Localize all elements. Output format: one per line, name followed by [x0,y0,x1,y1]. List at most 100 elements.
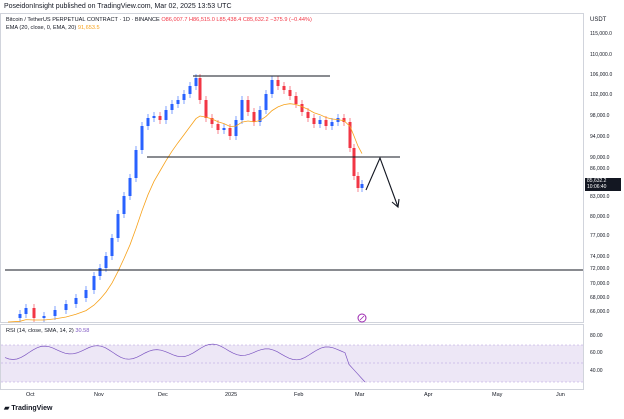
candle [264,94,268,110]
candle [24,308,28,314]
candle [74,298,78,304]
candle [152,116,156,118]
time-axis-label: Nov [94,392,104,398]
candle [246,100,250,112]
rsi-line [4,343,366,383]
candle [104,256,108,268]
candle [240,100,244,120]
price-axis-label: 110,000.0 [590,52,612,58]
candle [92,276,96,290]
candle [234,120,238,136]
price-axis-label: 115,000.0 [590,31,612,37]
candle [360,184,364,188]
price-axis-label: 70,000.0 [590,281,610,287]
price-axis-label: 77,000.0 [590,233,610,239]
candle [158,116,162,120]
symbol-legend[interactable]: Bitcoin / TetherUS PERPETUAL CONTRACT · … [6,17,312,23]
candle [128,178,132,196]
candle [228,128,232,136]
symbol-title: Bitcoin / TetherUS PERPETUAL CONTRACT · … [6,17,160,23]
candle [312,118,316,124]
time-axis-label: Feb [294,392,304,398]
candle [324,120,328,126]
tradingview-logo[interactable]: ▰ TradingView [4,404,52,412]
candle [42,316,46,318]
candle [222,128,226,130]
price-axis-label: 90,000.0 [590,155,610,161]
candle [348,122,352,148]
candle [84,290,88,298]
ema-value: 91,653.5 [77,25,100,31]
time-axis-label: Apr [424,392,433,398]
rsi-legend[interactable]: RSI (14, close, SMA, 14, 2) 30.58 [6,328,89,334]
candles [18,74,364,322]
candle [110,238,114,256]
rsi-value: 30.58 [75,328,90,334]
last-price: 85,632.2 [587,178,607,184]
price-axis-label: 66,000.0 [590,309,610,315]
candle [288,90,292,96]
candle [182,94,186,100]
candle [188,86,192,94]
price-pane[interactable] [0,13,584,323]
rsi-band [1,345,583,382]
logo-text: TradingView [11,405,53,412]
candle [270,80,274,94]
candle [300,104,304,112]
candle [318,120,322,124]
ema-legend[interactable]: EMA (20, close, 0, EMA, 20) 91,653.5 [6,25,100,31]
publisher-credit: PoseidonInsight published on TradingView… [4,3,232,10]
candle [32,308,36,318]
candle [176,100,180,104]
candle [216,124,220,130]
tradingview-logo-icon: ▰ [4,405,10,412]
time-axis-label: May [492,392,503,398]
candle [306,112,310,118]
time-axis-label: 2025 [225,392,238,398]
candle [98,268,102,276]
candle [53,310,57,316]
rsi-axis-label: 60.00 [590,350,603,356]
event-marker-icon[interactable] [357,313,367,323]
time-axis-label: Mar [355,392,365,398]
time-axis-label: Oct [26,392,35,398]
candle [210,118,214,124]
bar-countdown: 10:06:40 [587,184,607,190]
rsi-axis-label: 40.00 [590,368,603,374]
rsi-pane[interactable] [0,324,584,390]
candle [204,100,208,118]
price-axis-label: 106,000.0 [590,72,613,78]
rsi-label: RSI (14, close, SMA, 14, 2) [6,328,74,334]
ema-line [7,103,363,323]
candle [330,122,334,126]
time-axis-label: Dec [158,392,168,398]
candle [342,118,346,122]
projection-path[interactable] [365,156,399,208]
ema-label: EMA (20, close, 0, EMA, 20) [6,25,77,31]
candle [140,126,144,150]
candle [18,314,22,318]
price-axis-label: 94,000.0 [590,134,610,140]
price-axis-label: 86,000.0 [590,166,610,172]
candle [282,86,286,90]
last-price-tag: 85,632.2 10:06:40 [585,178,621,191]
candle [356,176,360,188]
candle [198,78,202,100]
candle [252,112,256,122]
candle [276,80,280,86]
currency-label: USDT [590,17,607,23]
candle [352,148,356,176]
time-axis-label: Jun [556,392,565,398]
candle [258,110,262,122]
projection-arrowhead [391,198,400,209]
price-axis-label: 68,000.0 [590,295,610,301]
price-axis-label: 102,000.0 [590,92,613,98]
candle [64,304,68,310]
price-axis-label: 83,000.0 [590,194,610,200]
price-axis-label: 72,000.0 [590,266,610,272]
candle [294,96,298,104]
price-axis-label: 80,000.0 [590,214,610,220]
candle [170,104,174,110]
candle [116,214,120,238]
